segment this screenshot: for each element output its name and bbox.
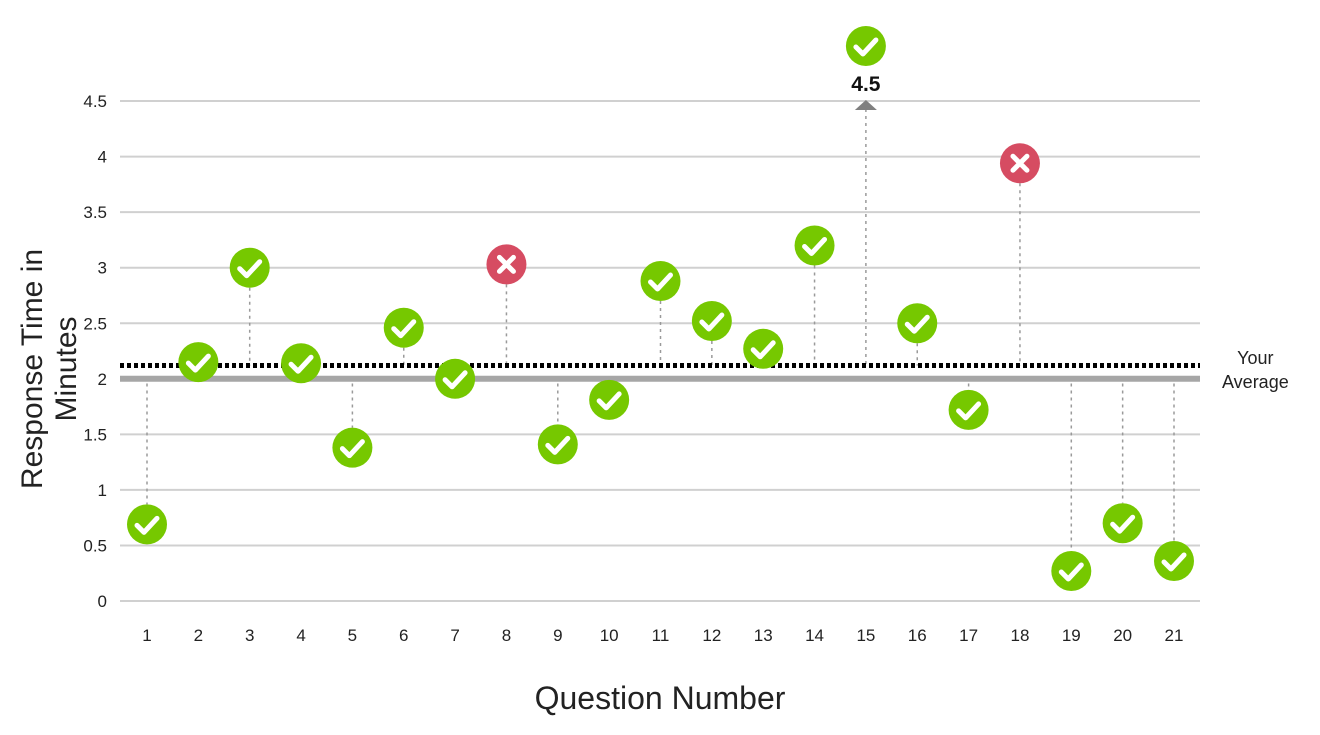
- y-tick-label: 3: [98, 259, 107, 278]
- correct-marker: [743, 328, 784, 369]
- x-tick-label: 3: [245, 626, 254, 645]
- checkmark-icon: [802, 236, 828, 256]
- correct-marker: [845, 26, 886, 66]
- checkmark-icon: [391, 319, 417, 339]
- x-mark-icon: [496, 254, 516, 274]
- checkmark-icon: [956, 401, 982, 421]
- y-tick-label: 4.5: [83, 92, 107, 111]
- checkmark-icon: [648, 272, 673, 292]
- y-axis-title: Response Time in Minutes: [16, 248, 83, 490]
- x-tick-label: 17: [959, 626, 978, 645]
- x-tick-label: 12: [702, 626, 721, 645]
- checkmark-icon: [699, 312, 725, 332]
- correct-marker: [383, 307, 424, 348]
- x-tick-label: 16: [908, 626, 927, 645]
- x-tick-label: 20: [1113, 626, 1132, 645]
- x-tick-label: 15: [856, 626, 875, 645]
- checkmark-icon: [1110, 514, 1136, 534]
- y-tick-label: 1: [98, 481, 107, 500]
- correct-marker: [1051, 551, 1092, 592]
- correct-marker: [589, 379, 630, 420]
- checkmark-icon: [853, 37, 879, 57]
- x-tick-label: 10: [600, 626, 619, 645]
- correct-marker: [229, 247, 270, 288]
- y-tick-label: 0.5: [83, 536, 107, 555]
- correct-marker: [127, 504, 167, 545]
- legend-line-1: Your: [1237, 348, 1274, 368]
- correct-marker: [1102, 503, 1143, 544]
- legend-line-2: Average: [1222, 372, 1289, 392]
- y-tick-label: 2.5: [83, 314, 107, 333]
- correct-marker: [332, 427, 373, 468]
- correct-marker: [281, 343, 322, 384]
- x-tick-label: 19: [1062, 626, 1081, 645]
- correct-marker: [948, 389, 989, 430]
- checkmark-icon: [750, 340, 776, 360]
- correct-marker: [897, 303, 938, 344]
- overflow-arrow-icon: [854, 100, 877, 111]
- x-tick-label: 2: [194, 626, 203, 645]
- x-tick-label: 6: [399, 626, 408, 645]
- checkmark-icon: [442, 370, 468, 390]
- x-tick-label: 1: [142, 626, 151, 645]
- x-tick-label: 7: [450, 626, 459, 645]
- x-tick-label: 11: [652, 626, 670, 645]
- checkmark-icon: [1058, 562, 1084, 582]
- checkmark-icon: [237, 259, 263, 279]
- x-tick-label: 18: [1010, 626, 1029, 645]
- x-tick-label: 4: [296, 626, 305, 645]
- correct-marker: [691, 301, 732, 342]
- correct-marker: [1154, 541, 1194, 582]
- checkmark-icon: [339, 439, 365, 459]
- average-legend: Your Average: [1222, 346, 1289, 394]
- x-axis-title: Question Number: [534, 680, 786, 716]
- y-tick-label: 0: [98, 592, 107, 611]
- x-mark-icon: [1010, 153, 1030, 173]
- checkmark-icon: [596, 391, 622, 411]
- x-tick-label: 9: [553, 626, 562, 645]
- checkmark-icon: [134, 515, 160, 535]
- checkmark-icon: [904, 314, 930, 334]
- checkmark-icon: [185, 353, 211, 373]
- x-tick-label: 14: [805, 626, 824, 645]
- x-tick-label: 21: [1165, 626, 1184, 645]
- checkmark-icon: [288, 354, 314, 374]
- correct-marker: [640, 261, 681, 302]
- x-tick-label: 5: [348, 626, 357, 645]
- correct-marker: [178, 342, 219, 383]
- correct-marker: [794, 225, 835, 266]
- correct-marker: [537, 424, 578, 465]
- y-tick-label: 1.5: [83, 425, 107, 444]
- y-tick-label: 3.5: [83, 203, 107, 222]
- checkmark-icon: [1161, 552, 1187, 572]
- checkmark-icon: [545, 435, 571, 455]
- overflow-value-label: 4.5: [851, 73, 881, 96]
- correct-marker: [435, 358, 476, 399]
- y-tick-label: 4: [98, 148, 107, 167]
- x-tick-label: 13: [754, 626, 773, 645]
- x-tick-label: 8: [502, 626, 511, 645]
- y-tick-label: 2: [98, 370, 107, 389]
